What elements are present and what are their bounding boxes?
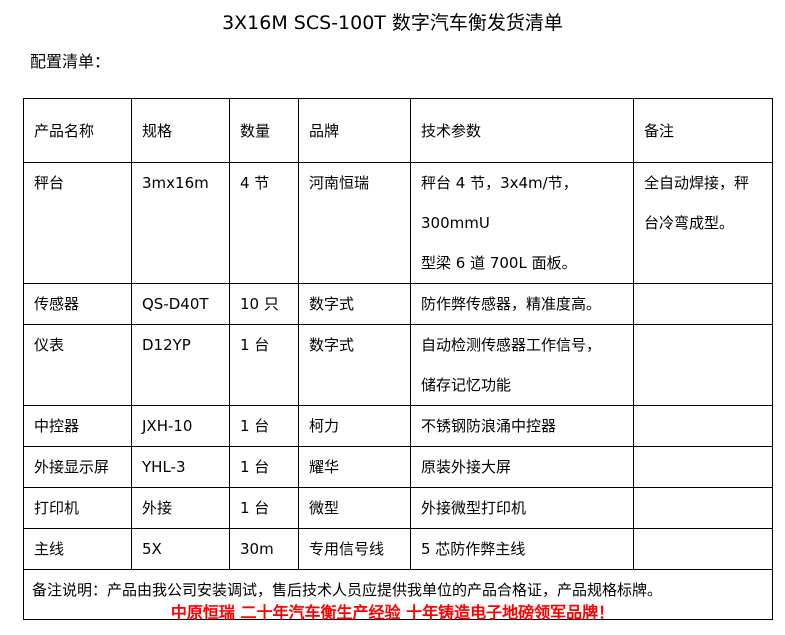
header-cell: 品牌	[298, 98, 411, 163]
footer-slogan: 中原恒瑞 二十年汽车衡生产经验 十年铸造电子地磅领军品牌！	[170, 603, 615, 622]
spec-cell: QS-D40T	[131, 283, 230, 325]
cell-line: 台冷弯成型。	[644, 214, 735, 232]
document-title: 3X16M SCS-100T 数字汽车衡发货清单	[222, 12, 563, 34]
header-cell: 数量	[229, 98, 299, 163]
header-cell: 产品名称	[23, 98, 132, 163]
remark-cell	[633, 487, 773, 529]
cell-line: 防作弊传感器，精准度高。	[421, 295, 602, 313]
spec-cell: YHL-3	[131, 446, 230, 488]
cell-line: 秤台 4 节，3x4m/节，300mmU	[421, 174, 578, 232]
section-label: 配置清单：	[30, 52, 111, 71]
table-row: 主线 5X 30m 专用信号线 5 芯防作弊主线	[23, 528, 773, 570]
spec-cell: JXH-10	[131, 405, 230, 447]
table-header-row: 产品名称 规格 数量 品牌 技术参数 备注	[23, 98, 773, 163]
remark-cell	[633, 324, 773, 406]
brand-cell: 数字式	[298, 324, 411, 406]
shipping-list-table: 产品名称 规格 数量 品牌 技术参数 备注 秤台 3mx16m 4 节河南恒瑞 秤台 …	[23, 98, 773, 620]
table-row: 传感器 QS-D40T 10 只数字式 防作弊传感器，精准度高。	[23, 283, 773, 325]
table-row: 中控器 JXH-10 1 台柯力 不锈钢防浪涌中控器	[23, 405, 773, 447]
note-row: 备注说明：产品由我公司安装调试，售后技术人员应提供我单位的产品合格证，产品规格标…	[23, 569, 773, 620]
cell-line: 不锈钢防浪涌中控器	[421, 417, 557, 435]
product-name-cell: 主线	[23, 528, 132, 570]
tech-params-cell: 秤台 4 节，3x4m/节，300mmU 型梁 6 道 700L 面板。	[410, 162, 634, 284]
brand-cell: 数字式	[298, 283, 411, 325]
product-name-cell: 传感器	[23, 283, 132, 325]
product-name-cell: 仪表	[23, 324, 132, 406]
brand-cell: 河南恒瑞	[298, 162, 411, 284]
table-row: 外接显示屏 YHL-3 1 台耀华 原装外接大屏	[23, 446, 773, 488]
header-cell: 备注	[633, 98, 773, 163]
tech-params-cell: 自动检测传感器工作信号， 储存记忆功能	[410, 324, 634, 406]
brand-cell: 专用信号线	[298, 528, 411, 570]
spec-cell: 3mx16m	[131, 162, 230, 284]
cell-line: 原装外接大屏	[421, 458, 512, 476]
cell-line: 全自动焊接，秤	[644, 174, 750, 192]
remark-cell	[633, 283, 773, 325]
cell-line: 自动检测传感器工作信号，	[421, 336, 602, 354]
note-text: 备注说明：产品由我公司安装调试，售后技术人员应提供我单位的产品合格证，产品规格标…	[23, 569, 773, 620]
cell-line: 型梁 6 道 700L 面板。	[421, 254, 577, 272]
product-name-cell: 中控器	[23, 405, 132, 447]
quantity-cell: 10 只	[229, 283, 299, 325]
product-name-cell: 外接显示屏	[23, 446, 132, 488]
brand-cell: 微型	[298, 487, 411, 529]
cell-line: 外接微型打印机	[421, 499, 527, 517]
cell-line: 储存记忆功能	[421, 376, 512, 394]
spec-cell: 5X	[131, 528, 230, 570]
product-name-cell: 秤台	[23, 162, 132, 284]
header-cell: 规格	[131, 98, 230, 163]
table-row: 打印机 外接 1 台微型 外接微型打印机	[23, 487, 773, 529]
table-row: 仪表 D12YP 1 台数字式 自动检测传感器工作信号， 储存记忆功能	[23, 324, 773, 406]
tech-params-cell: 外接微型打印机	[410, 487, 634, 529]
tech-params-cell: 不锈钢防浪涌中控器	[410, 405, 634, 447]
remark-cell	[633, 446, 773, 488]
cell-line: 5 芯防作弊主线	[421, 540, 526, 558]
spec-cell: D12YP	[131, 324, 230, 406]
spec-cell: 外接	[131, 487, 230, 529]
brand-cell: 柯力	[298, 405, 411, 447]
product-name-cell: 打印机	[23, 487, 132, 529]
remark-cell	[633, 405, 773, 447]
quantity-cell: 30m	[229, 528, 299, 570]
header-cell: 技术参数	[410, 98, 634, 163]
quantity-cell: 1 台	[229, 446, 299, 488]
tech-params-cell: 防作弊传感器，精准度高。	[410, 283, 634, 325]
quantity-cell: 1 台	[229, 405, 299, 447]
quantity-cell: 1 台	[229, 487, 299, 529]
quantity-cell: 1 台	[229, 324, 299, 406]
remark-cell: 全自动焊接，秤 台冷弯成型。	[633, 162, 773, 284]
brand-cell: 耀华	[298, 446, 411, 488]
remark-cell	[633, 528, 773, 570]
quantity-cell: 4 节	[229, 162, 299, 284]
tech-params-cell: 5 芯防作弊主线	[410, 528, 634, 570]
table-row: 秤台 3mx16m 4 节河南恒瑞 秤台 4 节，3x4m/节，300mmU 型梁 6 …	[23, 162, 773, 284]
tech-params-cell: 原装外接大屏	[410, 446, 634, 488]
